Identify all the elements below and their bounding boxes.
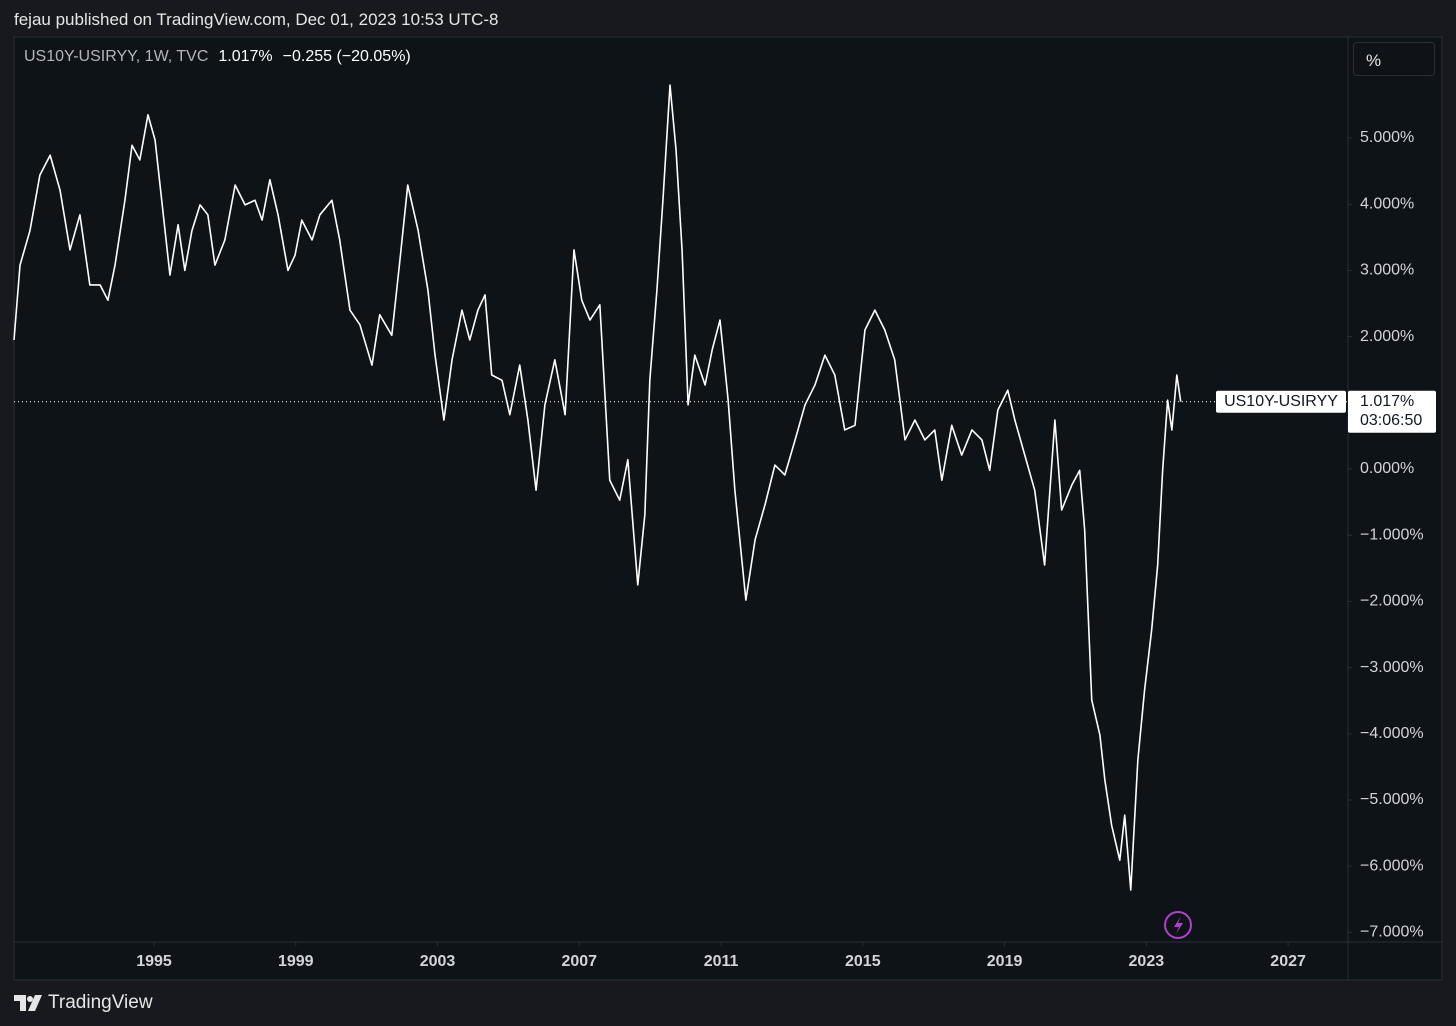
last-value: 1.017% <box>218 48 273 65</box>
y-tick-label: −5.000% <box>1360 791 1424 808</box>
footer: TradingView <box>14 992 153 1014</box>
price-tag-label: 1.017% <box>1360 393 1414 410</box>
y-tick-label: 2.000% <box>1360 328 1414 345</box>
price-tag <box>1348 390 1436 433</box>
x-tick-label: 2019 <box>987 953 1023 970</box>
brand: TradingView <box>48 992 153 1013</box>
change: −0.255 (−20.05%) <box>282 48 411 65</box>
name-tag-label: US10Y-USIRYY <box>1224 393 1338 410</box>
logo <box>14 995 42 1011</box>
x-tick-label: 1995 <box>136 953 172 970</box>
symbol-title: US10Y-USIRYY, 1W, TVC <box>24 48 209 65</box>
x-tick-label: 2027 <box>1270 953 1306 970</box>
event-icon-bolt <box>1174 916 1183 934</box>
x-tick-label: 2007 <box>561 953 597 970</box>
scale-button[interactable]: % <box>1353 42 1435 76</box>
y-tick-label: 0.000% <box>1360 460 1414 477</box>
countdown: 03:06:50 <box>1360 412 1422 429</box>
event-icon[interactable] <box>1164 911 1192 939</box>
x-tick-label: 2003 <box>420 953 456 970</box>
x-tick-label: 1999 <box>278 953 314 970</box>
y-tick-label: −1.000% <box>1360 526 1424 543</box>
legend: US10Y-USIRYY, 1W, TVC 1.017% −0.255 (−20.0… <box>24 48 411 66</box>
y-tick-label: −4.000% <box>1360 725 1424 742</box>
y-tick-label: −2.000% <box>1360 593 1424 610</box>
chart-panel <box>13 36 1443 981</box>
y-tick-label: 4.000% <box>1360 195 1414 212</box>
x-tick-label: 2023 <box>1129 953 1165 970</box>
x-tick-label: 2011 <box>704 953 739 970</box>
name-tag <box>1216 390 1346 413</box>
y-tick-label: 3.000% <box>1360 262 1414 279</box>
x-tick-label: 2015 <box>845 953 881 970</box>
y-tick-label: 5.000% <box>1360 129 1414 146</box>
y-tick-label: −7.000% <box>1360 924 1424 941</box>
y-tick-label: −6.000% <box>1360 857 1424 874</box>
price-line <box>13 84 1182 891</box>
publish-info: fejau published on TradingView.com, Dec … <box>14 10 499 29</box>
y-tick-label: −3.000% <box>1360 659 1424 676</box>
